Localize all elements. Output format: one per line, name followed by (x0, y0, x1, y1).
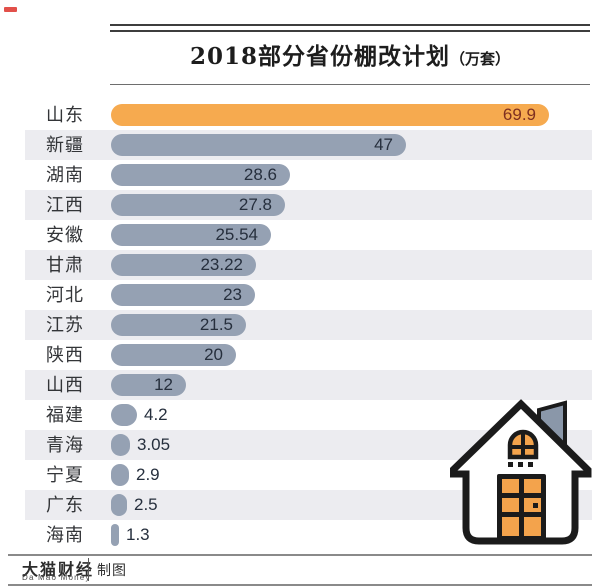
value-bar (111, 194, 285, 216)
value-label: 47 (374, 135, 393, 154)
value-bar (111, 164, 290, 186)
value-label: 2.5 (134, 495, 158, 514)
value-label: 2.9 (136, 465, 160, 484)
category-label: 甘肃 (46, 255, 84, 275)
value-bar (111, 104, 549, 126)
chart-title-text: 2018部分省份棚改计划 (189, 43, 450, 70)
footer-brand-subtitle: Da Mao Money (22, 573, 91, 582)
chart-row: 江西 27.8 (0, 190, 600, 220)
category-label: 福建 (46, 405, 84, 425)
category-label: 广东 (46, 495, 84, 515)
value-bar (111, 434, 130, 456)
value-label: 12 (154, 375, 173, 394)
value-label: 23.22 (200, 255, 243, 274)
chart-row: 河北 23 (0, 280, 600, 310)
footer-bottom-rule (8, 584, 592, 586)
value-bar (111, 344, 236, 366)
door-panels (502, 479, 541, 536)
title-top-rule (110, 24, 590, 32)
category-label: 江苏 (46, 315, 84, 335)
value-bar (111, 314, 246, 336)
category-label: 青海 (46, 435, 84, 455)
facade-dots (508, 462, 533, 467)
value-bar (111, 494, 127, 516)
title-bottom-rule (110, 84, 590, 85)
category-label: 海南 (46, 525, 84, 545)
chart-row: 海南 1.3 (0, 520, 600, 550)
chart-row: 江苏 21.5 (0, 310, 600, 340)
category-label: 陕西 (46, 345, 84, 365)
category-label: 新疆 (46, 135, 84, 155)
category-label: 河北 (46, 285, 84, 305)
value-label: 28.6 (243, 165, 277, 184)
value-label: 25.54 (215, 225, 258, 244)
value-bar (111, 374, 186, 396)
chart-title-unit: （万套） (450, 50, 511, 68)
chart-title: 2018部分省份棚改计划（万套） (110, 36, 590, 78)
value-label: 27.8 (238, 195, 272, 214)
footer-divider (88, 558, 89, 581)
chart-row: 甘肃 23.22 (0, 250, 600, 280)
category-label: 山西 (46, 375, 84, 395)
category-label: 安徽 (46, 225, 84, 245)
bar-chart: 山东 69.9 新疆 47 湖南 28.6 江西 27.8 安徽 25.54 甘肃 23.22 河北 23… (0, 100, 600, 550)
chart-row: 福建 4.2 (0, 400, 600, 430)
value-bar (111, 284, 255, 306)
value-label: 20 (204, 345, 223, 364)
chart-row: 新疆 47 (0, 130, 600, 160)
corner-mark (4, 7, 17, 12)
value-bar (111, 254, 256, 276)
value-label: 3.05 (137, 435, 171, 454)
category-label: 湖南 (46, 165, 84, 185)
door-knob (533, 503, 538, 508)
footer-top-rule (8, 554, 592, 556)
footer-brand: 大猫财经 (22, 560, 95, 579)
category-label: 江西 (46, 195, 84, 215)
value-label: 21.5 (199, 315, 233, 334)
category-label: 山东 (46, 105, 84, 125)
value-bar (111, 464, 129, 486)
chart-row: 宁夏 2.9 (0, 460, 600, 490)
chart-row: 湖南 28.6 (0, 160, 600, 190)
value-bar (111, 524, 119, 546)
value-bar (111, 404, 137, 426)
house-icon (450, 399, 592, 545)
value-label: 69.9 (502, 105, 536, 124)
chart-row: 山东 69.9 (0, 100, 600, 130)
value-bar (111, 224, 271, 246)
value-label: 23 (223, 285, 242, 304)
value-bar (111, 134, 406, 156)
value-label: 4.2 (144, 405, 168, 424)
chart-row: 山西 12 (0, 370, 600, 400)
chart-row: 安徽 25.54 (0, 220, 600, 250)
chart-row: 陕西 20 (0, 340, 600, 370)
category-label: 宁夏 (46, 465, 84, 485)
value-label: 1.3 (126, 525, 150, 544)
footer-credit: 制图 (97, 562, 127, 578)
